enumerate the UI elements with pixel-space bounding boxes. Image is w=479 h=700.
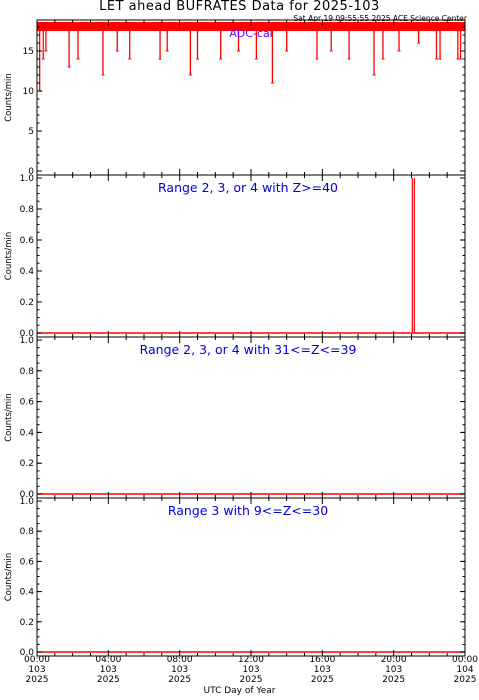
y-tick-label: 0.6 (20, 557, 35, 567)
y-tick-label: 0.4 (20, 588, 35, 598)
x-tick-time: 00:00 (24, 655, 50, 665)
y-tick-label: 0 (28, 167, 34, 177)
y-axis-label: Counts/min (4, 553, 14, 602)
x-tick-year: 2025 (168, 675, 191, 685)
x-tick-doy: 103 (314, 665, 331, 675)
x-tick-doy: 103 (242, 665, 259, 675)
y-tick-label: 0.2 (20, 298, 34, 308)
plot-frame (36, 497, 466, 657)
y-tick-label: 0.4 (20, 267, 35, 277)
y-tick-label: 0.2 (20, 618, 34, 628)
panel-label: Range 2, 3, or 4 with Z>=40 (158, 180, 338, 195)
plot-frame (36, 174, 466, 338)
plot-frame (36, 19, 466, 176)
x-tick-doy: 103 (100, 665, 117, 675)
plot-frame (36, 336, 466, 499)
timestamp-label: Sat Apr 19 09:55:55 2025 ACE Science Cen… (293, 14, 467, 23)
y-tick-label: 0.0 (20, 329, 35, 339)
y-tick-label: 0.0 (20, 648, 35, 658)
y-tick-label: 0.6 (20, 398, 35, 408)
data-band (37, 22, 465, 31)
y-tick-label: 0.8 (20, 367, 35, 377)
y-tick-label: 1.0 (20, 174, 35, 184)
y-tick-label: 0.8 (20, 527, 35, 537)
panel-4: 0.0 0.2 0.4 0.6 0.8 1.0 Counts/min Range 3 with… (4, 497, 466, 658)
y-tick-label: 0.0 (20, 490, 35, 500)
panel-label: ADC-cal (229, 27, 273, 40)
y-axis-label: Counts/min (4, 232, 14, 281)
x-tick-year: 2025 (26, 675, 49, 685)
y-axis-label: Counts/min (4, 393, 14, 442)
x-tick-time: 20:00 (381, 655, 407, 665)
y-tick-label: 5 (28, 127, 34, 137)
y-tick-label: 0.8 (20, 205, 35, 215)
x-tick-year: 2025 (97, 675, 120, 685)
panel-label: Range 2, 3, or 4 with 31<=Z<=39 (140, 342, 357, 357)
y-tick-label: 0.2 (20, 459, 34, 469)
x-tick-year: 2025 (454, 675, 477, 685)
x-tick-time: 00:00 (452, 655, 478, 665)
x-tick-doy: 104 (456, 665, 473, 675)
x-tick-year: 2025 (382, 675, 405, 685)
x-tick-time: 04:00 (95, 655, 121, 665)
x-tick-doy: 103 (385, 665, 402, 675)
x-tick-doy: 103 (28, 665, 45, 675)
panel-label: Range 3 with 9<=Z<=30 (168, 503, 328, 518)
y-tick-label: 0.4 (20, 428, 35, 438)
x-tick-year: 2025 (240, 675, 263, 685)
x-tick-doy: 103 (171, 665, 188, 675)
panel-1: 0 5 10 15 Counts/min ADC-cal (4, 19, 466, 177)
y-tick-label: 0.6 (20, 236, 35, 246)
x-tick-time: 08:00 (167, 655, 193, 665)
y-axis-label: Counts/min (4, 73, 14, 122)
panel-3: 0.0 0.2 0.4 0.6 0.8 1.0 Counts/min Range 2, 3, … (4, 336, 466, 500)
x-axis-label: UTC Day of Year (203, 686, 276, 696)
y-tick-label: 15 (23, 47, 34, 57)
x-tick-labels: 00:00103202504:00103202508:00103202512:0… (24, 655, 478, 685)
chart-title: LET ahead BUFRATES Data for 2025-103 (99, 0, 380, 14)
y-tick-label: 1.0 (20, 497, 35, 507)
x-tick-time: 16:00 (309, 655, 335, 665)
x-tick-year: 2025 (311, 675, 334, 685)
y-tick-label: 10 (23, 87, 35, 97)
y-tick-label: 1.0 (20, 336, 35, 346)
x-tick-time: 12:00 (238, 655, 264, 665)
panel-2: 0.0 0.2 0.4 0.6 0.8 1.0 Counts/min Range 2, 3, … (4, 174, 466, 339)
